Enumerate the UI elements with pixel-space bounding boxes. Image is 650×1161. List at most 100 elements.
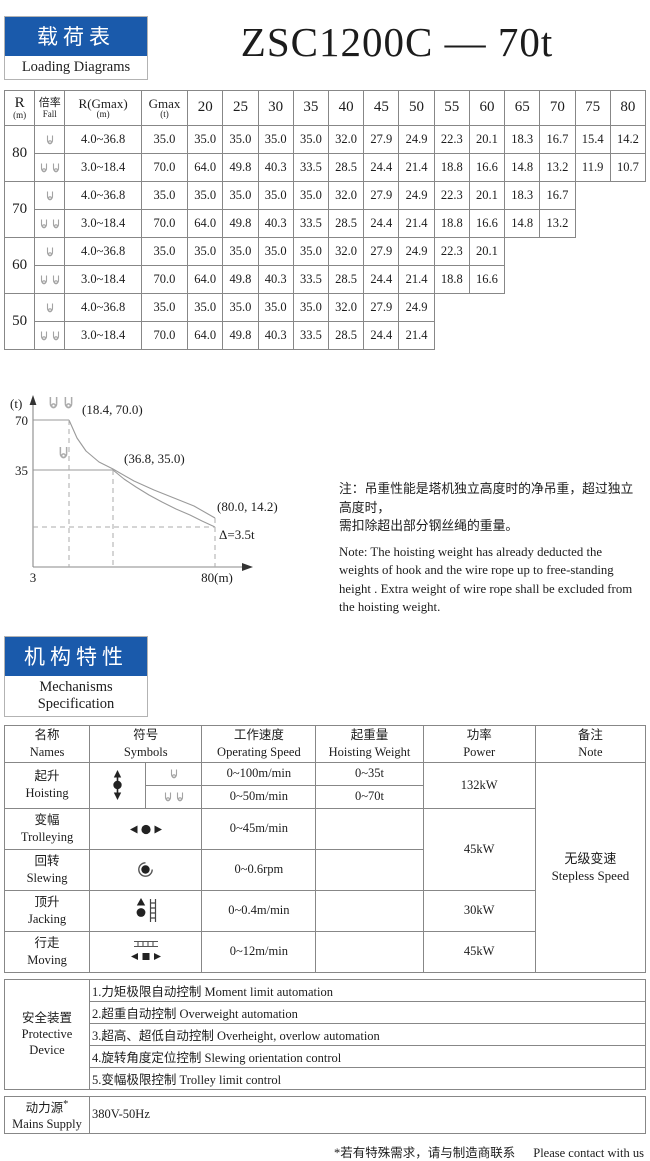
header-fall: 倍率 Fall: [34, 90, 66, 126]
rgmax-cell: 4.0~36.8: [64, 125, 142, 154]
header-radius-60: 60: [468, 90, 506, 126]
load-value-cell: 33.5: [292, 153, 330, 182]
load-value-cell: 21.4: [398, 321, 435, 350]
hook-cell: [145, 784, 203, 809]
mech-col-note: 备注 Note: [534, 724, 647, 763]
mech-row-hoisting-1: 起升 Hoisting 0~100m/min 0~35t 132kW 无级变速 Steple…: [3, 761, 647, 973]
load-value-cell: 13.2: [539, 153, 576, 182]
empty-cell: [434, 293, 470, 322]
hoisting-note: 注：吊重性能是塔机独立高度时的净吊重，超过独立高度时， 需扣除超出部分钢丝绳的重量…: [339, 480, 639, 624]
load-value-cell: 35.0: [292, 237, 330, 266]
load-value-cell: 40.3: [257, 265, 294, 294]
single-fall-hook-icon: [59, 447, 68, 459]
gmax-cell: 70.0: [140, 153, 189, 182]
load-value-cell: 35.0: [292, 293, 330, 322]
gmax-cell: 70.0: [140, 209, 189, 238]
single-fall-hook-icon: [46, 303, 53, 312]
curve-2-fall: [112, 469, 216, 528]
badge-title-en: Loading Diagrams: [21, 59, 131, 75]
rgmax-cell: 3.0~18.4: [64, 209, 142, 238]
mains-value-cell: 380V-50Hz: [89, 1095, 646, 1135]
mech-symbol-cell: [89, 889, 203, 932]
mech-weight-cell: [315, 807, 424, 850]
mech-symbol-cell: [89, 848, 203, 891]
load-value-cell: 40.3: [257, 209, 294, 238]
double-fall-hook-icon: [40, 331, 59, 340]
fall-cell: [34, 209, 66, 238]
load-value-cell: 14.8: [504, 153, 541, 182]
empty-cell: [469, 321, 505, 350]
protective-row: 3.超高、超低自动控制 Overheight, overlow automati…: [5, 1022, 646, 1046]
fall-cell: [34, 181, 66, 210]
annotation-36-8: (36.8, 35.0): [124, 451, 185, 466]
empty-cell: [539, 237, 576, 266]
fall-cell: [34, 153, 66, 182]
empty-cell: [504, 293, 540, 322]
load-value-cell: 21.4: [398, 265, 435, 294]
double-fall-hook-icon: [40, 275, 59, 284]
annotation-delta: Δ=3.5t: [219, 527, 255, 542]
load-value-cell: 32.0: [327, 293, 365, 322]
mech-power-cell: 45kW: [422, 807, 536, 891]
empty-cell: [575, 265, 611, 294]
load-value-cell: 24.9: [398, 181, 435, 210]
jacking-symbol-icon: [136, 898, 156, 923]
mechanisms-table: 名称 Names 符号 Symbols 工作速度 Operating Speed 起重量 Ho…: [3, 724, 647, 973]
load-value-cell: 35.0: [292, 125, 330, 154]
load-value-cell: 27.9: [363, 237, 400, 266]
mech-speed-cell: 0~50m/min: [201, 784, 317, 809]
load-value-cell: 16.7: [539, 181, 576, 210]
empty-cell: [434, 321, 470, 350]
load-value-cell: 64.0: [187, 321, 224, 350]
slewing-symbol-icon: [138, 862, 154, 877]
load-value-cell: 22.3: [433, 237, 470, 266]
load-value-cell: 24.4: [363, 265, 400, 294]
loading-row-60-single: 60 4.0~36.8 35.0 35.0 35.0 35.0 35.0 32.0 27.9 24…: [3, 237, 646, 294]
load-value-cell: 35.0: [257, 237, 294, 266]
load-value-cell: 14.2: [609, 125, 647, 154]
y-tick-70: 70: [15, 413, 28, 428]
mains-name-cell: 动力源* Mains Supply: [4, 1095, 90, 1135]
mech-power-cell: 30kW: [422, 889, 536, 932]
moving-symbol-icon: [130, 941, 161, 961]
mech-col-power: 功率 Power: [422, 724, 536, 763]
annotation-18-4: (18.4, 70.0): [82, 402, 143, 417]
loading-row-80-double: 3.0~18.4 70.0 64.0 49.8 40.3 33.5 28.5 24.4 21.4…: [5, 153, 647, 182]
note-cn: 注：吊重性能是塔机独立高度时的净吊重，超过独立高度时， 需扣除超出部分钢丝绳的重量…: [339, 482, 634, 534]
load-value-cell: 21.4: [398, 153, 435, 182]
x-tick-80: 80(m): [201, 570, 233, 585]
loading-row-50-double: 3.0~18.4 70.0 64.0 49.8 40.3 33.5 28.5 24.4 21.4: [5, 321, 646, 350]
mech-col-speed: 工作速度 Operating Speed: [201, 724, 317, 763]
load-value-cell: 24.4: [363, 153, 400, 182]
loading-diagrams-badge: 载荷表 Loading Diagrams: [4, 16, 148, 80]
header-radius-25: 25: [222, 90, 259, 126]
empty-cell: [504, 237, 540, 266]
footer-note: *若有特殊需求，请与制造商联系 Please contact with us: [333, 1146, 644, 1161]
empty-cell: [539, 265, 576, 294]
loading-table: R (m) 倍率 Fall R(Gmax) (m) Gmax (t) 20 25 30 35 40 45 5…: [3, 90, 647, 350]
mech-name-cell: 顶升 Jacking: [3, 889, 91, 932]
header-radius-35: 35: [292, 90, 330, 126]
gmax-cell: 35.0: [140, 293, 189, 322]
mech-symbol-cell: [89, 761, 147, 809]
load-value-cell: 21.4: [398, 209, 435, 238]
load-value-cell: 15.4: [574, 125, 611, 154]
load-value-cell: 49.8: [222, 321, 259, 350]
load-value-cell: 35.0: [257, 181, 294, 210]
loading-row-70-double: 3.0~18.4 70.0 64.0 49.8 40.3 33.5 28.5 24.4 21.4…: [5, 209, 646, 238]
rgmax-cell: 4.0~36.8: [64, 237, 142, 266]
protective-item: 5.变幅极限控制 Trolley limit control: [89, 1066, 646, 1090]
mech-symbol-cell: [89, 930, 203, 973]
load-value-cell: 35.0: [187, 125, 224, 154]
load-value-cell: 35.0: [187, 293, 224, 322]
empty-cell: [504, 265, 540, 294]
y-tick-35: 35: [15, 463, 28, 478]
mech-speed-cell: 0~0.4m/min: [201, 889, 317, 932]
empty-cell: [469, 293, 505, 322]
mech-weight-cell: 0~70t: [315, 784, 424, 809]
load-value-cell: 35.0: [222, 125, 259, 154]
single-fall-hook-icon: [46, 247, 53, 256]
load-value-cell: 27.9: [363, 293, 400, 322]
header-radius-45: 45: [363, 90, 400, 126]
badge-title-en: Mechanisms Specification: [37, 678, 115, 712]
